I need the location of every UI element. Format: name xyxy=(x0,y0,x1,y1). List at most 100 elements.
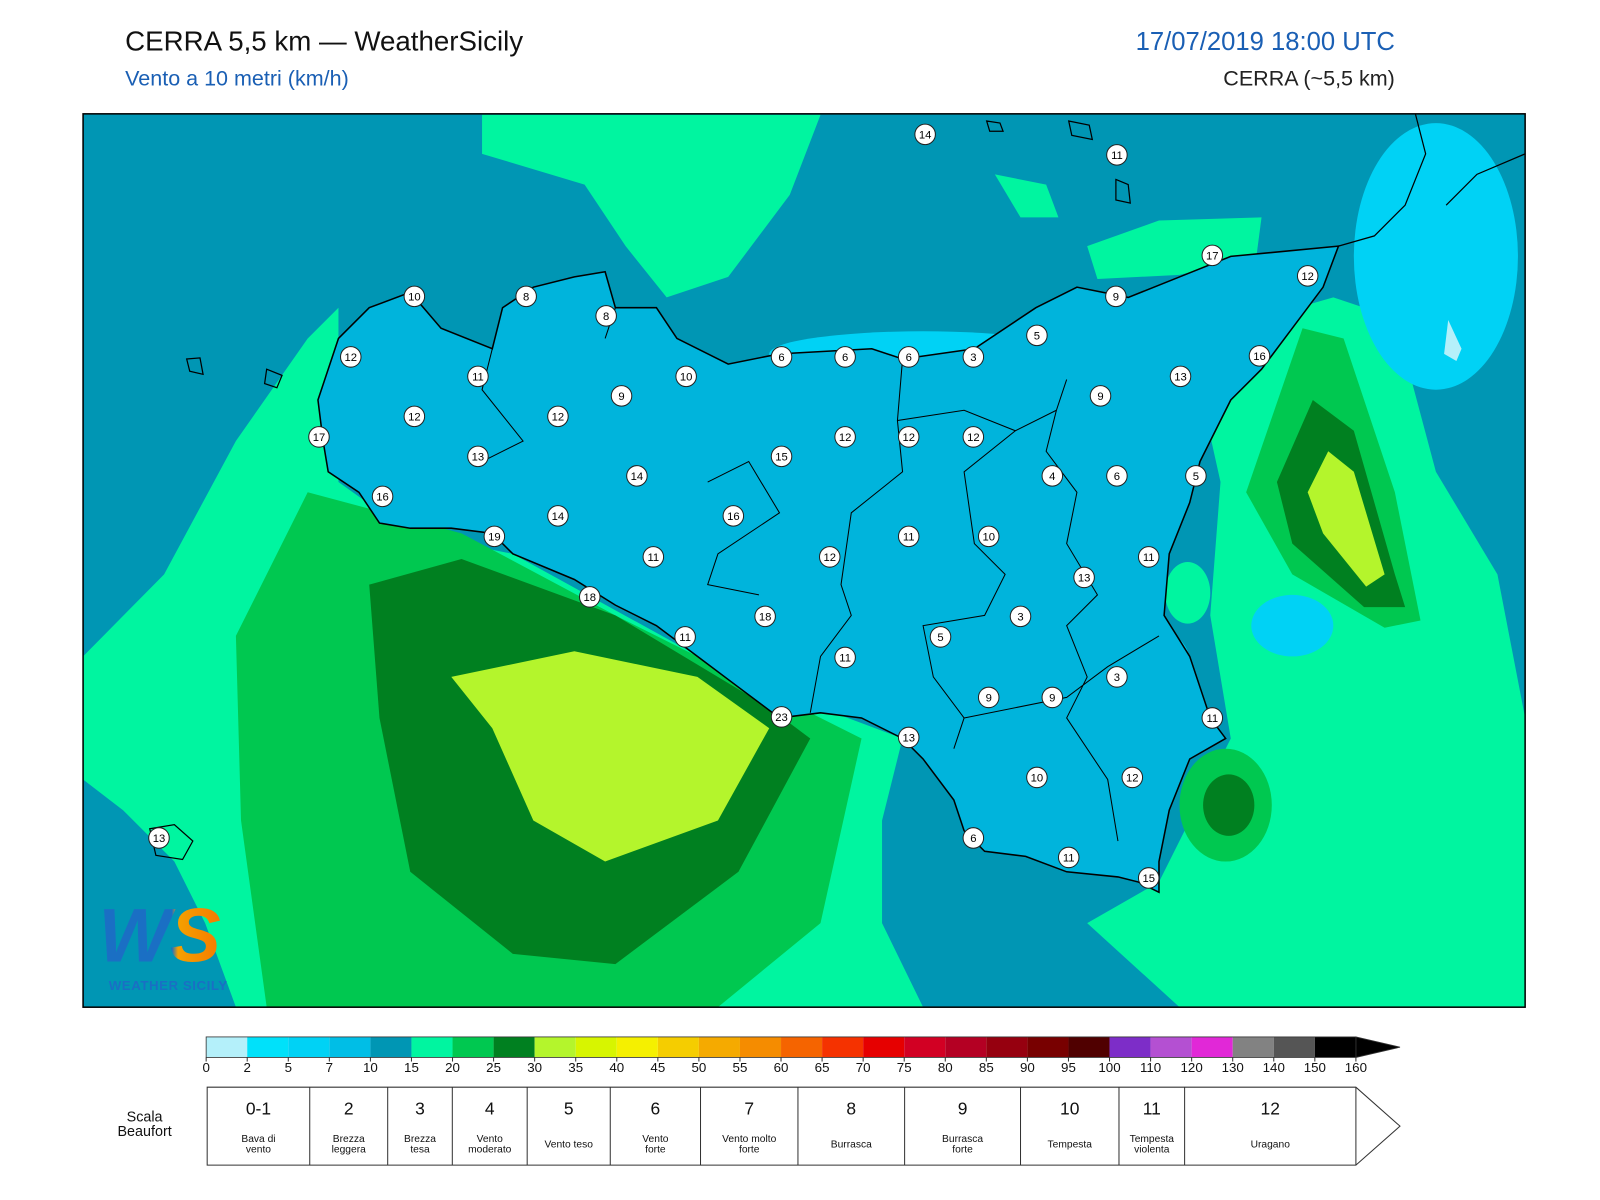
station-value: 8 xyxy=(523,291,529,303)
station-value: 5 xyxy=(1193,471,1199,483)
subtitle: Vento a 10 metri (km/h) xyxy=(125,67,349,91)
station-marker xyxy=(1248,345,1271,367)
station-marker xyxy=(1026,324,1048,347)
station-marker xyxy=(467,365,489,388)
beaufort-desc: Vento teso xyxy=(544,1139,593,1150)
station-value: 23 xyxy=(775,712,788,724)
coastline xyxy=(1338,113,1526,247)
colorbar-swatch xyxy=(1150,1036,1192,1058)
field-mint xyxy=(482,114,821,298)
beaufort-desc: Tempesta xyxy=(1130,1134,1175,1145)
beaufort-desc: Bava di xyxy=(241,1134,275,1145)
field-cyan xyxy=(1353,123,1518,390)
station-value: 17 xyxy=(1206,250,1219,262)
colorbar-tick-label: 20 xyxy=(445,1060,460,1075)
station-marker xyxy=(834,646,856,669)
station-marker xyxy=(626,465,648,487)
colorbar-swatch xyxy=(370,1036,412,1058)
beaufort-desc: tesa xyxy=(410,1144,430,1155)
beaufort-force: 3 xyxy=(415,1098,425,1118)
beaufort-desc: forte xyxy=(739,1144,760,1155)
station-marker xyxy=(929,626,952,648)
colorbar-swatch xyxy=(1191,1036,1233,1058)
station-marker xyxy=(1185,465,1207,487)
station-value: 14 xyxy=(552,511,565,523)
beaufort-label: Beaufort xyxy=(117,1124,171,1140)
station-marker xyxy=(308,426,330,448)
station-marker xyxy=(1041,465,1064,487)
colorbar-swatch xyxy=(1027,1036,1069,1058)
station-value: 12 xyxy=(823,552,836,564)
station-marker xyxy=(610,385,633,407)
station-value: 9 xyxy=(1113,291,1119,303)
station-value: 12 xyxy=(1301,271,1314,283)
station-value: 12 xyxy=(839,432,852,444)
colorbar-swatch xyxy=(452,1036,494,1058)
station-marker xyxy=(578,586,601,608)
colorbar-swatch xyxy=(1068,1036,1110,1058)
field-cyan xyxy=(1251,594,1334,657)
station-value: 11 xyxy=(647,552,659,564)
colorbar-tick-label: 85 xyxy=(979,1060,994,1075)
colorbar-swatch xyxy=(534,1036,576,1058)
station-value: 11 xyxy=(903,531,915,543)
station-value: 9 xyxy=(986,692,992,704)
station-marker xyxy=(547,505,569,527)
station-value: 3 xyxy=(1114,672,1120,684)
station-marker xyxy=(770,445,793,468)
station-value: 13 xyxy=(472,451,485,463)
colorbar-swatch xyxy=(1314,1036,1356,1058)
colorbar-tick-label: 50 xyxy=(691,1060,706,1075)
colorbar-tick-label: 35 xyxy=(568,1060,583,1075)
colorbar-tick-label: 160 xyxy=(1345,1060,1367,1075)
island xyxy=(148,120,1131,861)
station-value: 9 xyxy=(618,391,624,403)
station-marker xyxy=(897,726,920,749)
field-light xyxy=(1444,320,1462,362)
station-marker xyxy=(1201,707,1224,729)
station-marker xyxy=(754,605,776,628)
beaufort-force: 4 xyxy=(485,1098,495,1118)
beaufort-force: 2 xyxy=(344,1098,354,1118)
colorbar-tick-label: 15 xyxy=(404,1060,419,1075)
logo-name: WEATHER SICILY xyxy=(109,978,228,993)
field-lime xyxy=(1307,451,1385,587)
station-value: 12 xyxy=(967,432,980,444)
field-lime xyxy=(451,651,770,862)
station-value: 11 xyxy=(1206,713,1218,725)
datetime: 17/07/2019 18:00 UTC xyxy=(1136,28,1395,56)
map-frame xyxy=(82,113,1526,1008)
station-value: 18 xyxy=(759,611,772,623)
title: CERRA 5,5 km — WeatherSicily xyxy=(125,25,523,56)
colorbar-swatch xyxy=(288,1036,330,1058)
beaufort-desc: Burrasca xyxy=(831,1139,872,1150)
station-marker xyxy=(483,525,506,548)
colorbar-tick-label: 0 xyxy=(202,1060,209,1075)
station-value: 16 xyxy=(376,491,389,503)
beaufort-desc: Uragano xyxy=(1251,1139,1291,1150)
station-value: 10 xyxy=(1031,772,1044,784)
station-value: 11 xyxy=(839,652,851,664)
colorbar-tick-label: 5 xyxy=(285,1060,292,1075)
colorbar-tick-label: 7 xyxy=(326,1060,333,1075)
station-value: 11 xyxy=(472,371,484,383)
station-marker xyxy=(977,525,1000,548)
station-value: 15 xyxy=(775,451,788,463)
station-value: 9 xyxy=(1049,692,1055,704)
colorbar-tick-label: 30 xyxy=(527,1060,542,1075)
field-mint xyxy=(1165,562,1211,624)
beaufort-desc: Brezza xyxy=(404,1134,436,1145)
station-value: 8 xyxy=(603,311,609,323)
station-value: 6 xyxy=(778,352,784,364)
beaufort-force: 9 xyxy=(958,1098,968,1118)
beaufort-desc: Burrasca xyxy=(942,1134,983,1145)
colorbar-swatch xyxy=(822,1036,864,1058)
colorbar-tick-label: 110 xyxy=(1140,1060,1161,1075)
station-marker xyxy=(547,405,569,428)
colorbar-swatch xyxy=(493,1036,535,1058)
station-value: 4 xyxy=(1049,471,1055,483)
beaufort-desc: leggera xyxy=(332,1144,366,1155)
station-marker xyxy=(674,626,696,648)
station-marker xyxy=(1009,605,1032,628)
colorbar-tick-label: 40 xyxy=(609,1060,624,1075)
